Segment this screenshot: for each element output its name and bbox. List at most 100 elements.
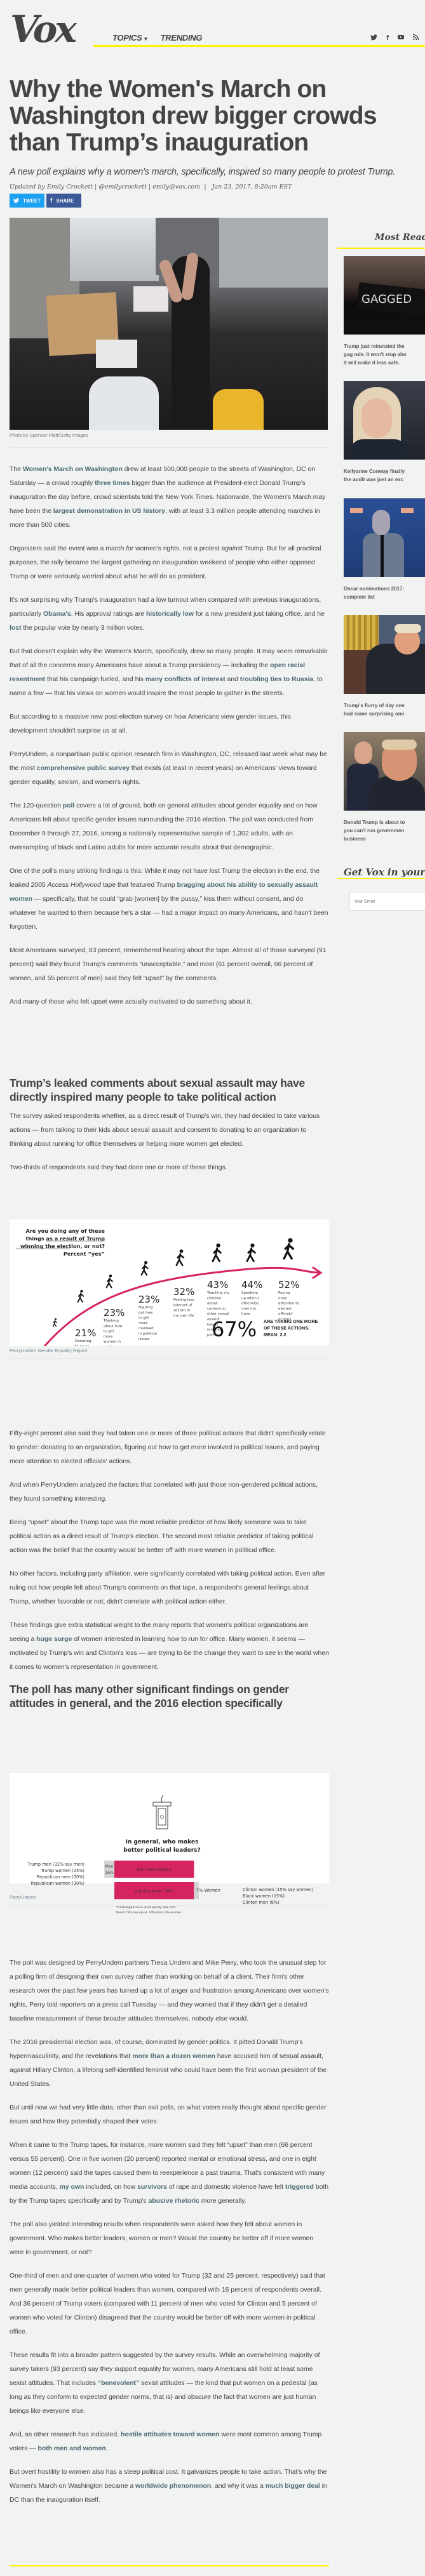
inline-link[interactable]: bragging about his ability to sexually a… <box>10 881 318 903</box>
right-annotation: Black women (15%) <box>243 1894 285 1899</box>
inline-link[interactable]: more than a dozen women <box>132 2052 215 2060</box>
inline-link[interactable]: Women's March on Washington <box>22 465 123 473</box>
nav-trending[interactable]: TRENDING <box>160 33 203 43</box>
text-run: The 120-question <box>10 802 63 809</box>
inline-link[interactable]: survivors <box>137 2183 167 2191</box>
category-label-line: Figuring <box>138 1306 153 1310</box>
most-read-title[interactable]: Donald Trump is about to you can't run g… <box>344 818 425 843</box>
text-run: The 2016 presidential election was, of c… <box>10 2038 303 2060</box>
article-dek: A new poll explains why a women's march,… <box>10 167 396 177</box>
nav-topics[interactable]: TOPICS ▾ <box>112 33 147 43</box>
youtube-icon[interactable] <box>398 34 404 43</box>
author-email-link[interactable]: emily@vox.com <box>152 183 201 190</box>
left-annotation: Trump women (25%) <box>40 1868 84 1873</box>
section-heading: The poll has many other significant find… <box>10 1683 289 1710</box>
most-read-thumbnail[interactable] <box>344 498 425 577</box>
most-read-item[interactable]: Trump's flurry of day one had some surpr… <box>344 615 425 718</box>
text-run: that his campaign fueled, and his <box>45 675 145 683</box>
most-read-title[interactable]: Oscar nominations 2017: complete list <box>344 585 425 601</box>
twitter-icon[interactable] <box>370 34 378 43</box>
author-twitter-link[interactable]: @emilycrockett <box>98 183 147 190</box>
most-read-title[interactable]: Trump just reinstated the gag rule. It w… <box>344 342 425 367</box>
inline-link[interactable]: poll <box>62 802 75 809</box>
author-link[interactable]: Emily Crockett <box>46 183 93 190</box>
most-read-title[interactable]: Kellyanne Conway finally the audit was j… <box>344 467 425 484</box>
bar-men <box>104 1861 114 1878</box>
walking-person-icon <box>77 1289 84 1303</box>
most-read-item[interactable]: Kellyanne Conway finally the audit was j… <box>344 381 425 484</box>
category-label-line: Feeling less <box>173 1298 194 1302</box>
text-run: And, as other research has indicated, <box>10 2431 121 2438</box>
paragraph: Organizers said the event was a march fo… <box>10 541 329 583</box>
inline-link[interactable]: Obama's <box>43 610 71 618</box>
category-label-line: children <box>207 1296 222 1300</box>
inline-link[interactable]: many conflicts of interest <box>145 675 226 683</box>
category-label-line: about <box>207 1302 218 1306</box>
most-read-item[interactable]: Donald Trump is about to you can't run g… <box>344 732 425 843</box>
most-read-item[interactable]: Oscar nominations 2017: complete list <box>344 498 425 601</box>
title-line: you can't run governmen <box>344 828 405 833</box>
most-read-item[interactable]: GAGGED Trump just reinstated the gag rul… <box>344 256 425 367</box>
inline-link[interactable]: hostile attitudes toward women <box>120 2431 220 2438</box>
text-run: But overt hostility to women also has a … <box>10 2468 327 2490</box>
facebook-icon[interactable]: f <box>386 34 389 42</box>
text-run: Trump. But for all practical purposes, t… <box>10 545 321 580</box>
vox-logo[interactable]: Vox <box>10 8 77 51</box>
most-read-thumbnail[interactable] <box>344 732 425 811</box>
inline-link[interactable]: three times <box>95 479 130 487</box>
main-nav: TOPICS ▾ TRENDING <box>112 33 202 43</box>
text-run: both by the Trump tapes specifically and… <box>10 2183 329 2205</box>
article-body-1: The Women's March on Washington drew at … <box>10 462 329 1018</box>
text-run: One of the poll's many striking findings… <box>10 867 320 889</box>
bar-women <box>194 1882 199 1899</box>
chart-title-line: Are you doing any of these <box>25 1228 105 1234</box>
most-read-rule <box>337 248 425 249</box>
tweet-button[interactable]: TWEET <box>10 194 44 208</box>
paragraph: Two-thirds of respondents said they had … <box>10 1160 329 1174</box>
text-run: , and why it was a <box>211 2482 266 2490</box>
walking-person-icon <box>105 1274 113 1289</box>
inline-link[interactable]: historically low <box>145 610 194 618</box>
share-button[interactable]: f SHARE <box>46 194 81 208</box>
most-read-thumbnail[interactable] <box>344 381 425 460</box>
paragraph: The 120-question poll covers a lot of gr… <box>10 799 329 854</box>
inline-link[interactable]: lost <box>10 624 22 632</box>
paragraph: And, as other research has indicated, ho… <box>10 2427 329 2455</box>
text-run: Most Americans surveyed, 83 percent, rem… <box>10 946 327 982</box>
inline-link[interactable]: open racial resentment <box>10 661 305 683</box>
most-read-thumbnail[interactable] <box>344 615 425 694</box>
inline-link[interactable]: largest demonstration in US history <box>53 507 165 515</box>
text-run: the popular vote by nearly 3 million vot… <box>21 624 145 632</box>
text-run: PerryUndem, a nonpartisan public opinion… <box>10 750 327 772</box>
paragraph: PerryUndem, a nonpartisan public opinion… <box>10 747 329 789</box>
paragraph: The poll was designed by PerryUndem part… <box>10 1956 329 2026</box>
text-run: When it came to the Trump tapes, for ins… <box>10 2141 325 2191</box>
bar-label: 16% <box>105 1871 114 1875</box>
inline-link[interactable]: my own <box>59 2183 84 2191</box>
inline-link[interactable]: triggered <box>285 2183 314 2191</box>
text-run: women's rights, not a protest <box>133 545 222 552</box>
rss-icon[interactable] <box>412 34 419 43</box>
text-run: in DC than the inauguration itself. <box>10 2482 327 2504</box>
emphasis-text: for <box>126 545 134 552</box>
inline-link[interactable]: huge surge <box>36 1635 72 1643</box>
inline-link[interactable]: comprehensive public survey <box>36 764 130 772</box>
footnote-line: found 75% say equal, 14% men, 9% women. <box>116 1911 182 1915</box>
inline-link[interactable]: both men and women <box>37 2445 106 2452</box>
text-run: of rape and domestic violence have felt <box>166 2183 285 2191</box>
inline-link[interactable]: troubling ties to Russia <box>239 675 314 683</box>
inline-link[interactable]: “benevolent” <box>97 2379 140 2387</box>
chart-credit: PerryUndem <box>10 1894 37 1900</box>
hero-caption: Photo by Spencer Platt/Getty Images <box>10 432 88 438</box>
newsletter-email-input[interactable] <box>349 892 425 911</box>
most-read-thumbnail[interactable]: GAGGED <box>344 256 425 335</box>
data-label: 21% <box>75 1327 96 1339</box>
chart-leaders-svg: In general, who makes better political le… <box>27 1795 313 1915</box>
text-run: that exists (at least in recent years) o… <box>10 764 317 786</box>
inline-link[interactable]: worldwide phenomenon <box>135 2482 212 2490</box>
most-read-title[interactable]: Trump's flurry of day one had some surpr… <box>344 701 425 718</box>
article-body-2: Trump’s leaked comments about sexual ass… <box>10 1076 329 1184</box>
inline-link[interactable]: much bigger deal <box>265 2482 320 2490</box>
bar-label: equally good: 76% <box>135 1889 173 1894</box>
inline-link[interactable]: abusive rhetoric <box>148 2197 199 2205</box>
